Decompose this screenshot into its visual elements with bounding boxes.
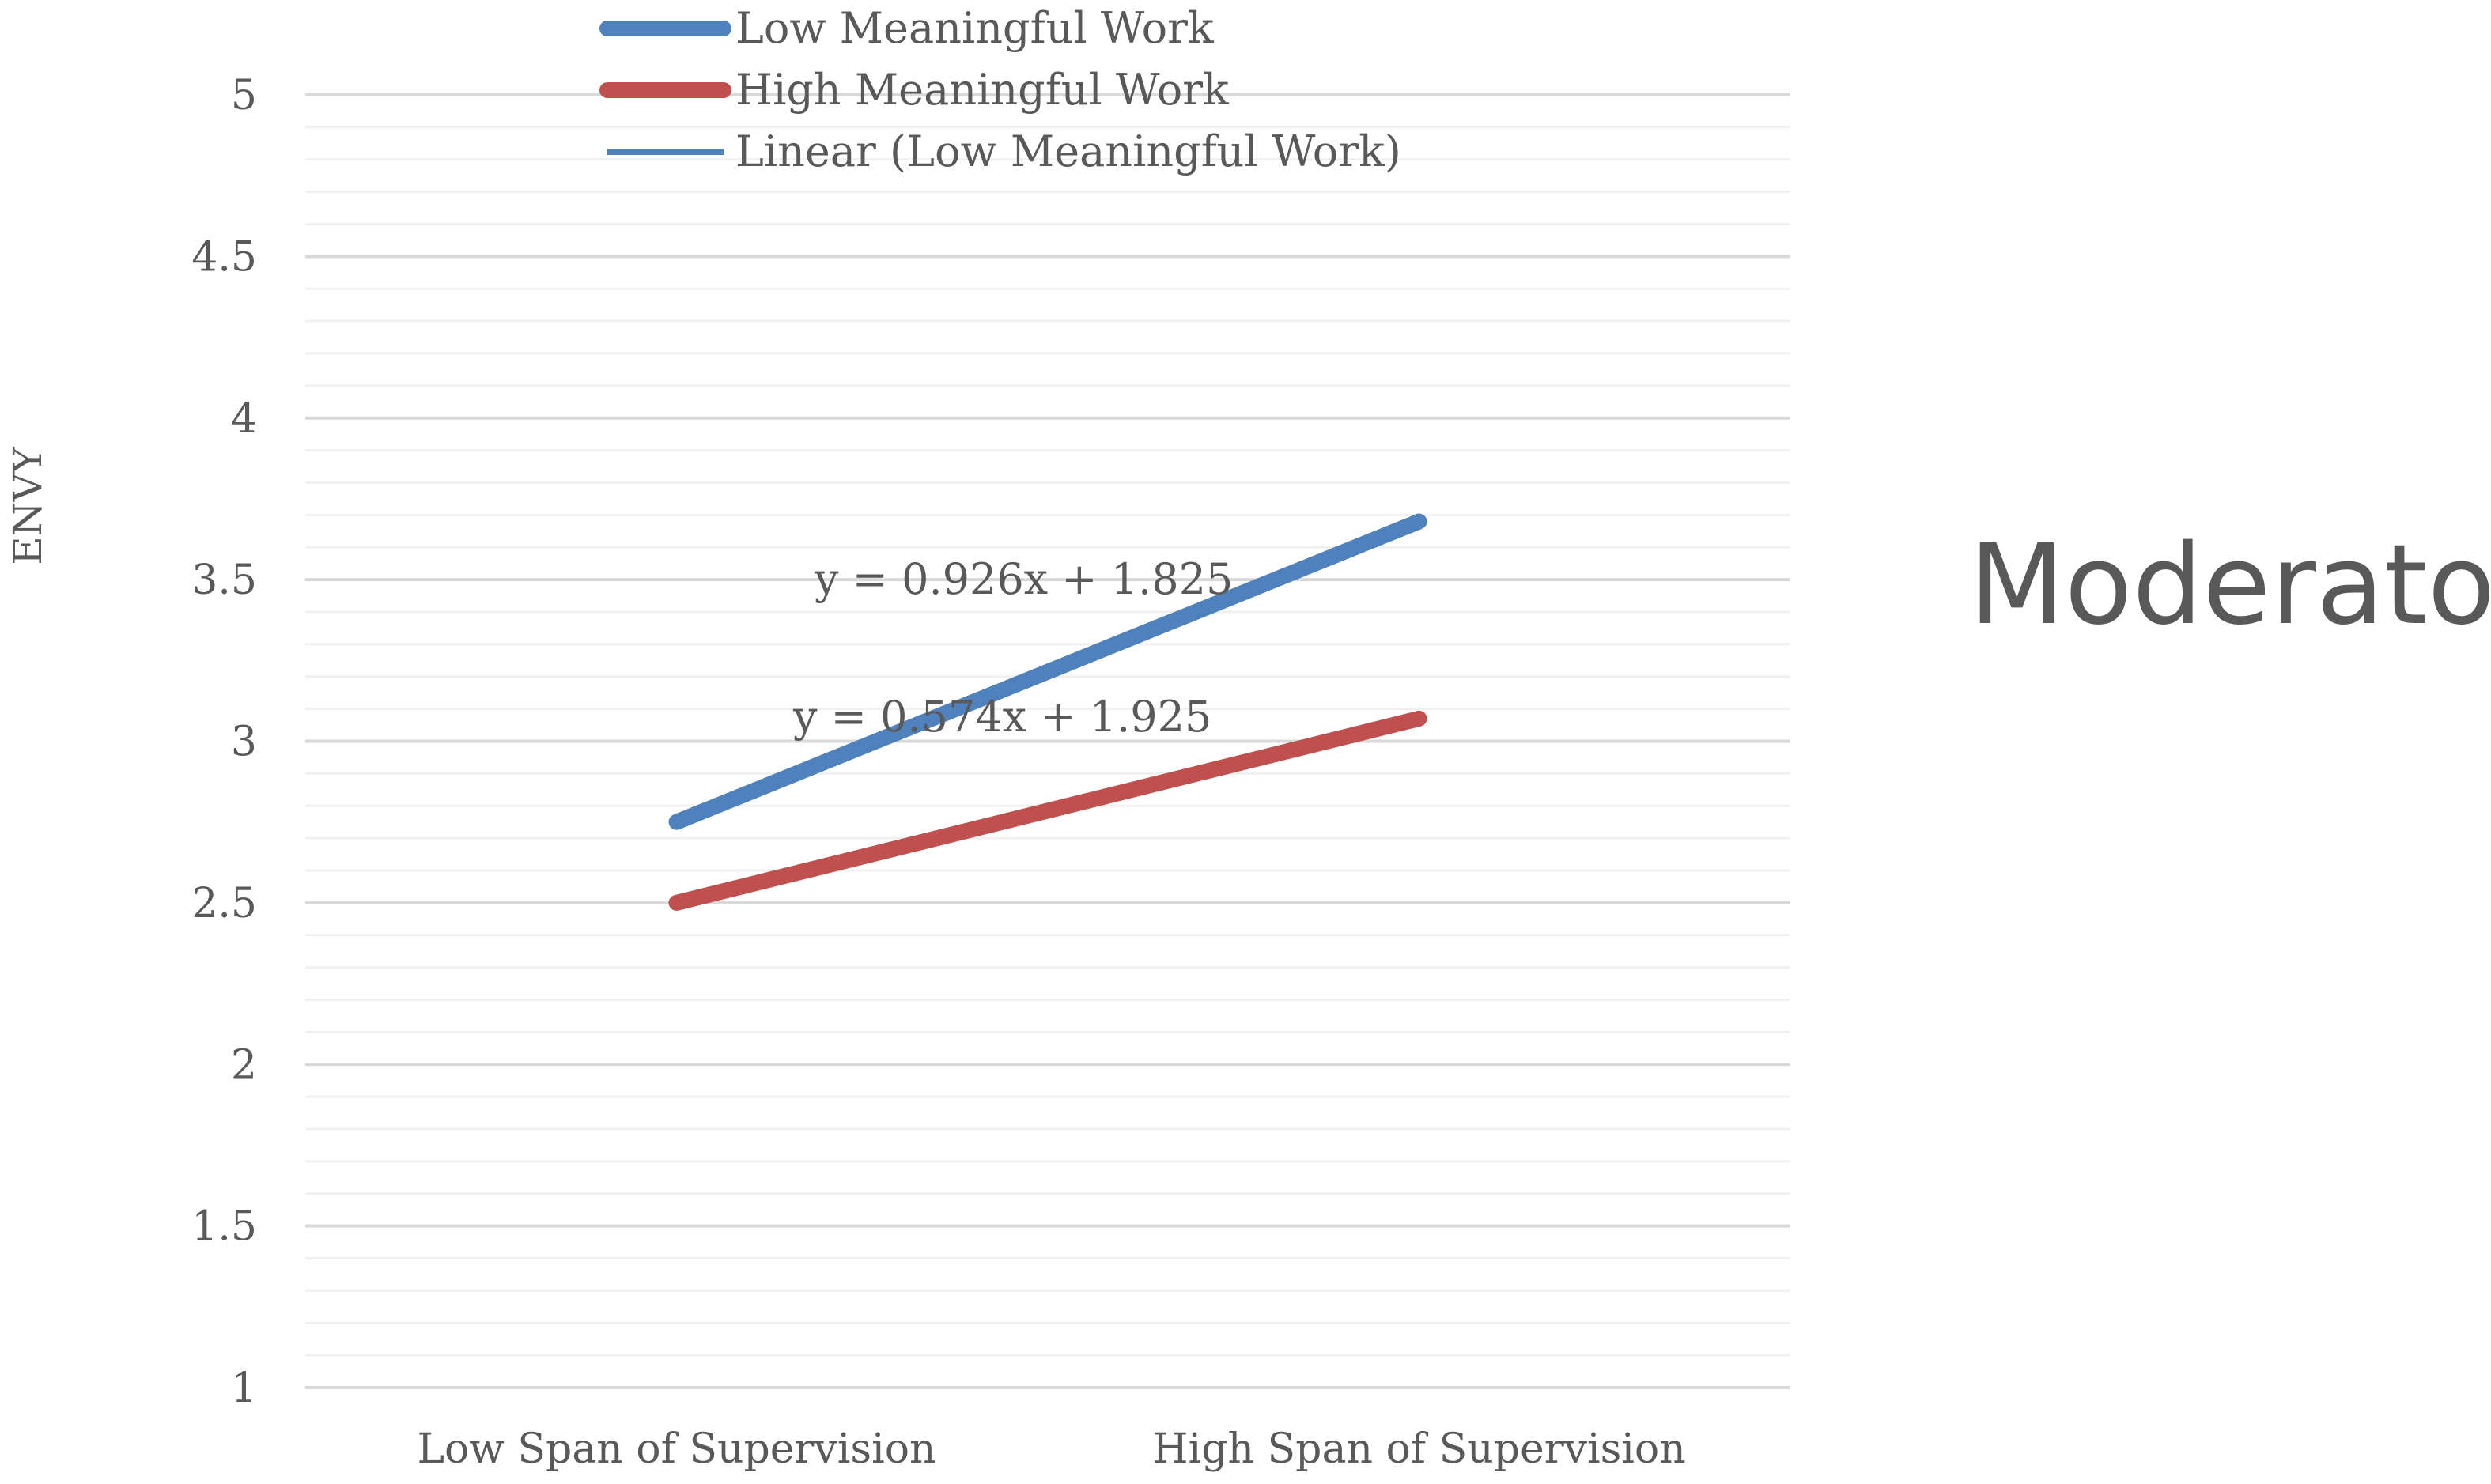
y-tick-label: 5 (231, 72, 257, 119)
equation-label: y = 0.926x + 1.825 (814, 554, 1233, 604)
legend-label: High Meaningful Work (735, 65, 1230, 115)
y-tick-label: 3.5 (191, 557, 257, 604)
x-tick-label: Low Span of Supervision (417, 1425, 936, 1473)
y-tick-label: 1 (231, 1365, 257, 1412)
y-tick-label: 3 (231, 719, 257, 766)
y-tick-label: 2 (231, 1041, 257, 1089)
gridlines (305, 93, 1790, 1389)
x-axis-ticks: Low Span of Supervision High Span of Supe… (417, 1425, 1685, 1473)
y-tick-label: 2.5 (191, 880, 257, 927)
equation-label: y = 0.574x + 1.925 (792, 692, 1211, 742)
y-axis-ticks: 1 1.5 2 2.5 3 3.5 4 4.5 5 (191, 72, 257, 1412)
y-tick-label: 4.5 (191, 233, 257, 281)
y-axis-title: ENVY (5, 446, 51, 565)
moderator-label: Moderator (1969, 521, 2491, 650)
trendline-equations: y = 0.926x + 1.825 y = 0.574x + 1.925 (792, 554, 1233, 742)
series-line-0 (668, 513, 1427, 830)
legend: Low Meaningful Work High Meaningful Work L… (599, 3, 1401, 176)
legend-label: Linear (Low Meaningful Work) (735, 126, 1401, 176)
series-lines (668, 513, 1427, 911)
y-tick-label: 1.5 (191, 1203, 257, 1251)
x-tick-label: High Span of Supervision (1152, 1425, 1685, 1473)
legend-label: Low Meaningful Work (735, 3, 1215, 53)
series-line-1 (668, 710, 1427, 911)
y-tick-label: 4 (231, 395, 257, 443)
